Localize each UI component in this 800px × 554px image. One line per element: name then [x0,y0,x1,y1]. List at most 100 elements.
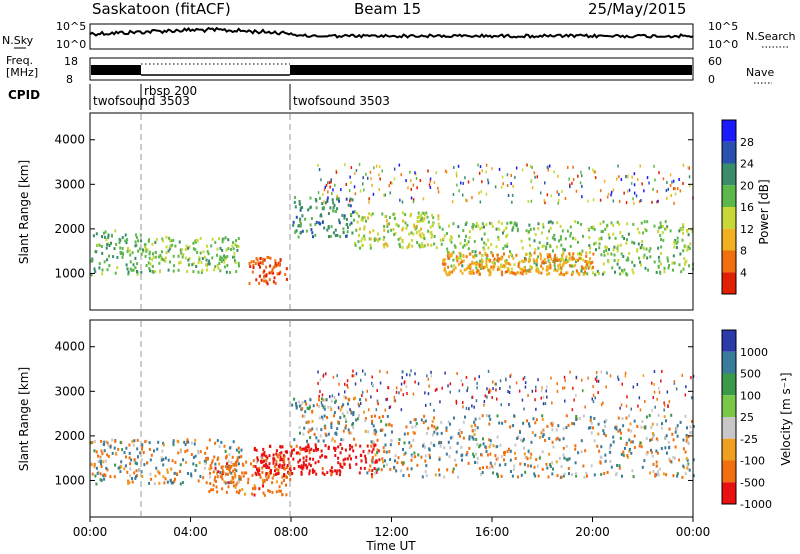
power-cell [528,230,530,234]
power-cell [408,232,411,236]
power-cell [506,221,509,225]
velocity-cell [345,424,347,428]
velocity-cell [560,475,563,479]
power-cell [659,234,662,238]
velocity-cell [572,386,574,390]
velocity-cell [293,467,296,470]
power-cell [161,237,164,241]
velocity-cell [364,372,366,376]
power-cell [471,196,473,200]
power-cell [529,244,531,248]
power-cell [441,227,444,231]
power-cell [688,175,691,179]
velocity-cell [181,481,184,484]
velocity-cell [357,402,360,406]
power-cell [613,245,616,249]
velocity-cell [272,457,275,461]
power-colorbar-swatch [722,207,736,229]
power-cell [199,251,202,255]
velocity-cell [425,431,428,435]
velocity-colorbar-swatch [722,460,736,483]
power-cell [590,226,593,229]
velocity-cell [506,449,509,453]
power-cell [501,185,503,189]
velocity-cell [119,440,122,444]
velocity-cell [440,431,443,435]
velocity-cell [628,438,631,442]
power-cell [474,253,477,257]
power-cell [235,244,238,248]
power-cell [473,239,476,243]
velocity-cell [624,446,626,450]
power-cell [330,180,332,184]
velocity-cell [598,449,601,453]
velocity-cell [359,453,362,457]
velocity-cell [250,462,252,466]
power-cell [682,249,685,253]
velocity-cell [134,476,137,480]
power-cell [604,245,607,249]
velocity-cell [424,470,427,474]
power-cell [397,237,400,241]
velocity-cell [617,375,619,379]
power-cell [556,259,559,262]
velocity-cell [194,454,197,458]
velocity-cell [129,462,132,466]
power-cell [585,262,588,266]
velocity-cell [361,394,363,397]
velocity-cell [685,434,688,437]
power-cell [485,223,488,227]
power-cell [540,191,542,195]
power-cell [324,185,326,189]
power-cell [393,177,396,181]
velocity-cell [563,375,566,379]
velocity-cell [668,446,671,450]
power-cell [455,171,458,175]
velocity-cell [302,432,305,436]
velocity-cell [376,401,379,405]
power-cell [613,259,616,262]
power-cell [522,269,525,273]
power-cell [384,215,387,219]
velocity-cell [352,449,355,453]
velocity-cell [530,452,533,456]
power-cell [222,237,225,241]
power-cell [421,211,424,215]
power-cell [147,261,150,265]
power-cell [591,271,594,275]
power-cell [462,245,465,249]
power-cell [688,247,691,250]
power-cell [119,250,122,254]
velocity-cell [484,445,487,449]
power-cell [610,193,612,197]
power-cell [497,268,499,272]
power-cell [616,177,618,181]
velocity-cell [99,472,102,476]
velocity-cell [301,447,304,451]
velocity-cell [600,445,603,449]
power-cell [545,245,548,249]
power-cell [661,224,664,228]
power-cell [195,265,198,268]
velocity-cell [215,485,218,489]
power-cell [271,268,274,272]
velocity-cell [306,449,308,452]
velocity-cell [665,473,668,477]
velocity-cell [424,459,427,463]
velocity-cell [534,421,537,425]
power-cell [139,247,142,251]
power-cell [580,174,583,178]
velocity-cell [555,428,558,432]
velocity-cell [370,444,373,448]
velocity-cell [217,470,220,474]
power-cell [673,245,676,249]
power-cell [187,246,190,250]
velocity-cell [186,438,189,442]
power-cell [299,206,302,210]
velocity-cell [314,461,317,465]
power-cell [211,256,214,260]
velocity-cell [281,475,284,479]
power-cell [327,181,329,185]
power-cell [620,252,623,256]
velocity-cell [303,447,306,451]
